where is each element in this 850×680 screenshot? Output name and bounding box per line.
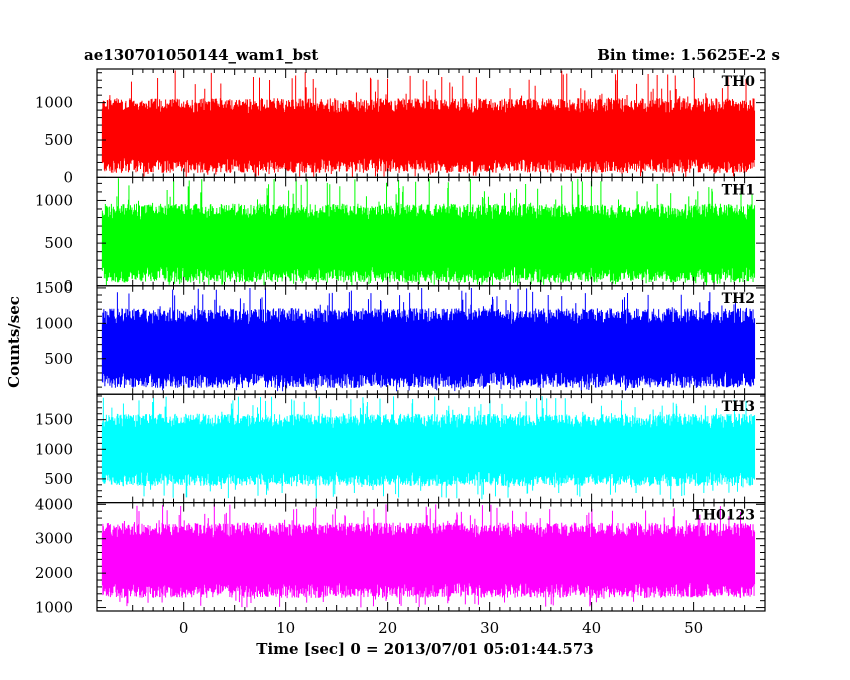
y-tick-label: 0: [63, 168, 73, 186]
y-tick-label: 4000: [35, 495, 73, 513]
panel-th2: 500 1000 1500 TH2: [35, 279, 766, 395]
panel-th1: 0 500 1000 TH1: [35, 176, 766, 295]
panel-label: TH3: [722, 399, 755, 415]
panel-frame: [96, 502, 766, 612]
y-tick-label: 3000: [35, 530, 73, 548]
x-tick-label: 30: [480, 619, 499, 637]
y-tick-label: 0: [63, 277, 73, 295]
x-tick-label: 50: [684, 619, 703, 637]
y-tick-label: 1500: [35, 279, 73, 297]
y-tick-label: 500: [44, 470, 73, 488]
y-tick-label: 500: [44, 131, 73, 149]
series-th1: [101, 178, 756, 286]
series-th0123: [101, 504, 756, 608]
x-axis-label: Time [sec] 0 = 2013/07/01 05:01:44.573: [256, 640, 593, 658]
x-tick-label: 0: [179, 619, 189, 637]
panel-label: TH2: [722, 291, 755, 307]
y-tick-label: 1000: [35, 440, 73, 458]
y-tick-label: 1000: [35, 314, 73, 332]
series-th3: [101, 396, 756, 500]
panel-label: TH0: [722, 74, 756, 90]
y-tick-label: 1000: [35, 94, 73, 112]
series-th2: [101, 288, 756, 392]
series-th0: [101, 69, 756, 178]
bin-time-label: Bin time: 1.5625E-2 s: [597, 46, 780, 64]
x-axis: 0 10 20 30 40 50: [179, 619, 703, 637]
y-tick-label: 1500: [35, 411, 73, 429]
y-tick-label: 500: [44, 350, 73, 368]
panel-th0123: 1000 2000 3000 4000 TH0123: [35, 495, 766, 617]
panel-th3: 500 1000 1500 TH3: [35, 393, 766, 504]
panel-th0: 0 500 1000 TH0: [35, 68, 766, 186]
y-tick-label: 2000: [35, 564, 73, 582]
x-tick-label: 40: [582, 619, 601, 637]
y-tick-label: 500: [44, 234, 73, 252]
x-tick-label: 10: [276, 619, 295, 637]
y-tick-label: 1000: [35, 191, 73, 209]
y-axis-label: Counts/sec: [5, 296, 23, 388]
panel-label: TH0123: [692, 508, 755, 524]
x-tick-label: 20: [378, 619, 397, 637]
panels-group: 0 500 1000 TH0 0 500 1000 TH1 500 1000 1500 TH2 500 1…: [35, 68, 766, 617]
chart-title: ae130701050144_wam1_bst: [84, 46, 318, 64]
y-tick-label: 1000: [35, 599, 73, 617]
panel-label: TH1: [722, 182, 755, 198]
